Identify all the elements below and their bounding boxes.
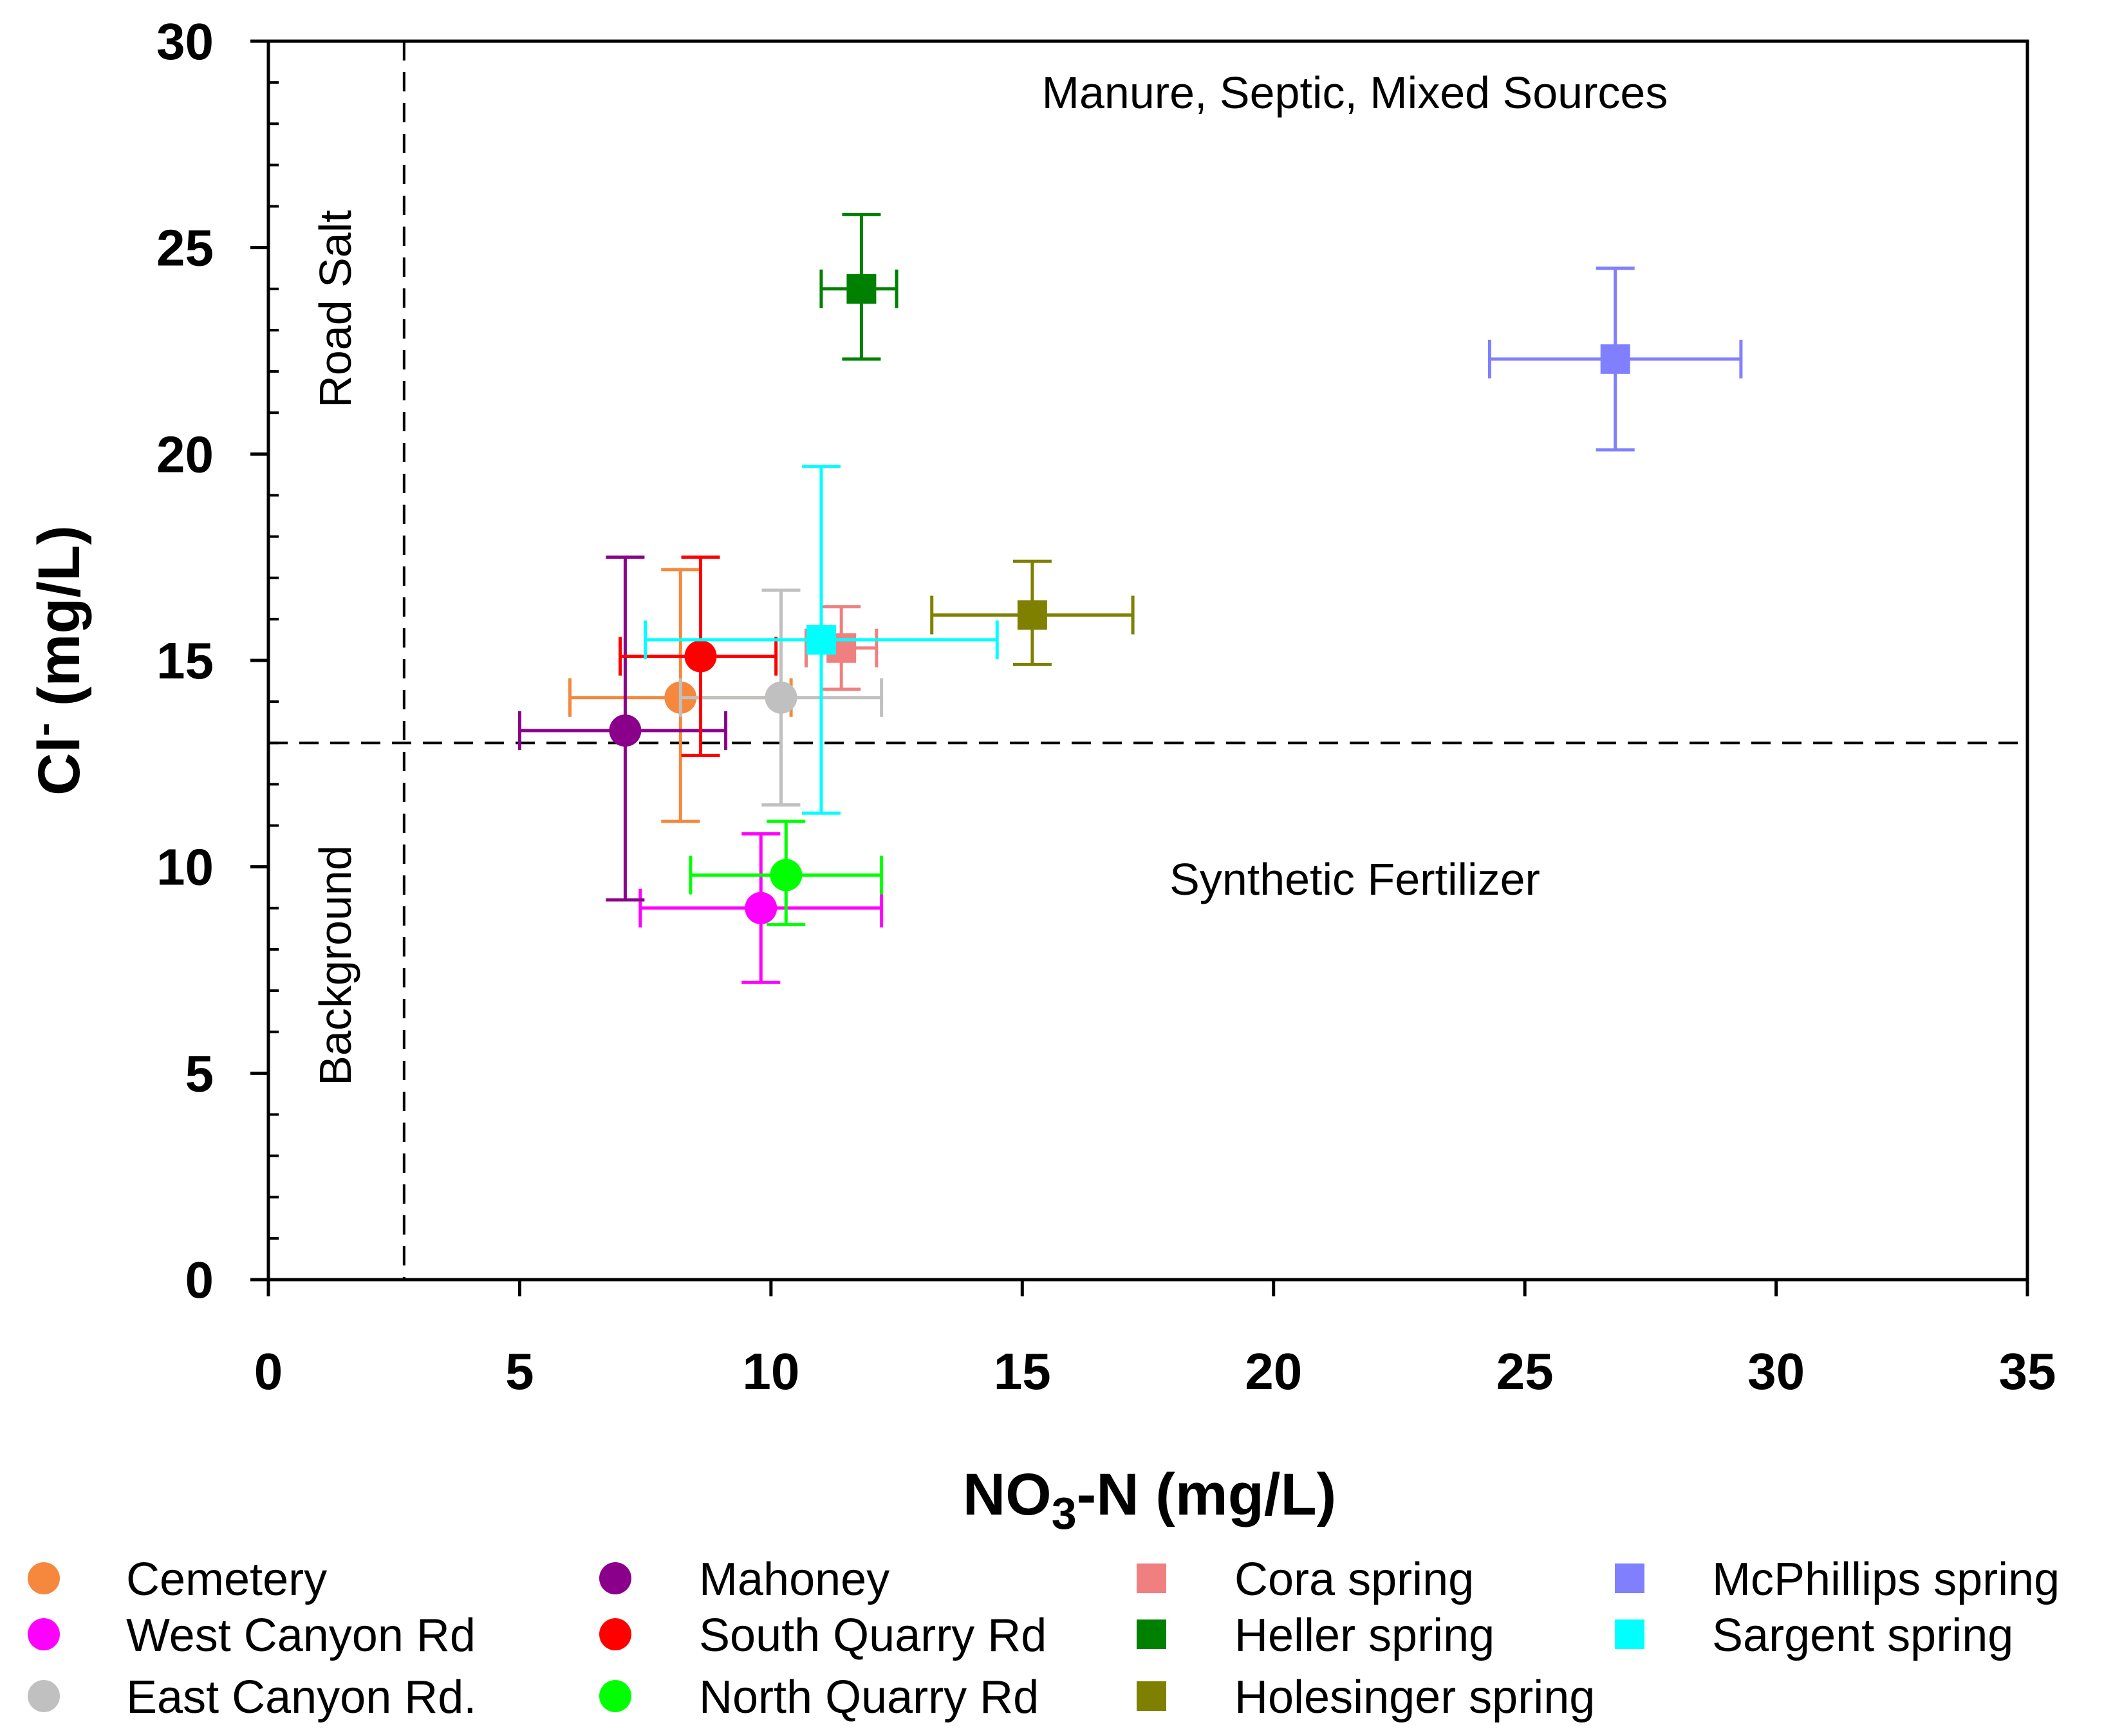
- x-tick-label: 25: [1496, 1343, 1554, 1400]
- x-axis-title-subscript: 3: [1052, 1488, 1077, 1538]
- x-axis-title-main: NO: [963, 1462, 1052, 1527]
- series-west-canyon-rd: [638, 832, 884, 984]
- region-label-road-salt: Road Salt: [310, 210, 360, 407]
- legend-marker: [599, 1618, 631, 1650]
- legend-label: Mahoney: [699, 1554, 889, 1605]
- data-point-holesinger-spring: [1017, 600, 1047, 630]
- data-point-south-quarry-rd: [684, 640, 717, 673]
- data-point-heller-spring: [846, 274, 877, 304]
- data-point-north-quarry-rd: [770, 859, 803, 891]
- y-tick-label: 0: [185, 1251, 214, 1309]
- y-tick-label: 30: [156, 13, 214, 70]
- series-east-canyon-rd: [678, 588, 884, 807]
- data-series-layer: [517, 212, 1743, 984]
- legend-marker: [28, 1618, 60, 1650]
- y-tick-label: 20: [156, 425, 214, 483]
- y-tick-label: 10: [156, 839, 214, 896]
- series-holesinger-spring: [930, 559, 1135, 666]
- legend-marker: [1137, 1619, 1166, 1649]
- series-mahoney: [517, 555, 728, 902]
- legend-label: Cemetery: [126, 1554, 327, 1605]
- data-point-east-canyon-rd: [765, 681, 797, 714]
- legend-label: West Canyon Rd: [126, 1610, 476, 1661]
- legend-label: Holesinger spring: [1234, 1672, 1595, 1723]
- legend-item-south-quarry-rd: South Quarry Rd: [599, 1610, 1047, 1661]
- x-tick-label: 0: [254, 1343, 283, 1400]
- series-heller-spring: [819, 212, 898, 361]
- series-mcphillips-spring: [1487, 266, 1743, 452]
- y-axis-title-superscript: -: [20, 723, 66, 736]
- y-axis-title-main: Cl: [26, 736, 92, 796]
- legend-item-east-canyon-rd: East Canyon Rd.: [28, 1672, 476, 1723]
- legend-item-west-canyon-rd: West Canyon Rd: [28, 1610, 476, 1661]
- x-tick-label: 30: [1747, 1343, 1805, 1400]
- y-axis-title: Cl- (mg/L): [20, 525, 92, 796]
- x-axis-title-rest: -N (mg/L): [1077, 1462, 1337, 1527]
- legend-label: North Quarry Rd: [699, 1672, 1039, 1723]
- y-tick-label: 5: [185, 1045, 214, 1102]
- series-south-quarry-rd: [619, 555, 778, 758]
- legend-label: Sargent spring: [1712, 1610, 2013, 1661]
- data-point-mcphillips-spring: [1600, 344, 1630, 374]
- y-axis-tick-labels: 0 5 10 15 20 25 30: [156, 13, 214, 1309]
- legend-item-north-quarry-rd: North Quarry Rd: [599, 1672, 1039, 1723]
- y-axis-title-rest: (mg/L): [26, 525, 92, 723]
- x-axis-tick-labels: 0 5 10 15 20 25 30 35: [254, 1343, 2056, 1400]
- legend-item-mahoney: Mahoney: [599, 1554, 889, 1605]
- legend-item-heller-spring: Heller spring: [1137, 1610, 1494, 1661]
- legend-item-cora-spring: Cora spring: [1137, 1554, 1474, 1605]
- x-tick-label: 20: [1245, 1343, 1302, 1400]
- y-tick-label: 25: [156, 219, 214, 277]
- y-tick-label: 15: [156, 632, 214, 689]
- axis-ticks: [250, 39, 2029, 1296]
- region-label-manure: Manure, Septic, Mixed Sources: [1042, 68, 1668, 118]
- region-label-synthetic: Synthetic Fertilizer: [1169, 854, 1540, 904]
- legend-label: Cora spring: [1234, 1554, 1474, 1605]
- legend-label: South Quarry Rd: [699, 1610, 1047, 1661]
- legend-marker: [28, 1562, 60, 1594]
- data-point-west-canyon-rd: [745, 891, 777, 924]
- series-north-quarry-rd: [689, 819, 884, 926]
- legend-item-mcphillips-spring: McPhillips spring: [1615, 1554, 2060, 1605]
- legend-marker: [599, 1562, 631, 1594]
- legend-label: McPhillips spring: [1712, 1554, 2060, 1605]
- series-sargent-spring: [644, 465, 999, 815]
- x-tick-label: 35: [1999, 1343, 2056, 1400]
- x-axis-title: NO3-N (mg/L): [963, 1462, 1337, 1538]
- legend-marker: [1615, 1563, 1644, 1593]
- legend-item-sargent-spring: Sargent spring: [1615, 1610, 2013, 1661]
- x-tick-label: 10: [742, 1343, 799, 1400]
- x-tick-label: 5: [505, 1343, 534, 1400]
- legend-item-holesinger-spring: Holesinger spring: [1137, 1672, 1595, 1723]
- legend-marker: [599, 1680, 631, 1712]
- legend-label: East Canyon Rd.: [126, 1672, 476, 1723]
- plot-area-frame: [266, 39, 2029, 1282]
- legend-item-cemetery: Cemetery: [28, 1554, 327, 1605]
- x-tick-label: 15: [994, 1343, 1051, 1400]
- legend-label: Heller spring: [1234, 1610, 1494, 1661]
- legend-marker: [1615, 1619, 1644, 1649]
- legend-marker: [1137, 1681, 1166, 1711]
- legend-marker: [28, 1680, 60, 1712]
- region-label-background: Background: [310, 845, 360, 1086]
- data-point-sargent-spring: [806, 624, 836, 655]
- legend-marker: [1137, 1563, 1166, 1593]
- data-point-mahoney: [609, 714, 642, 747]
